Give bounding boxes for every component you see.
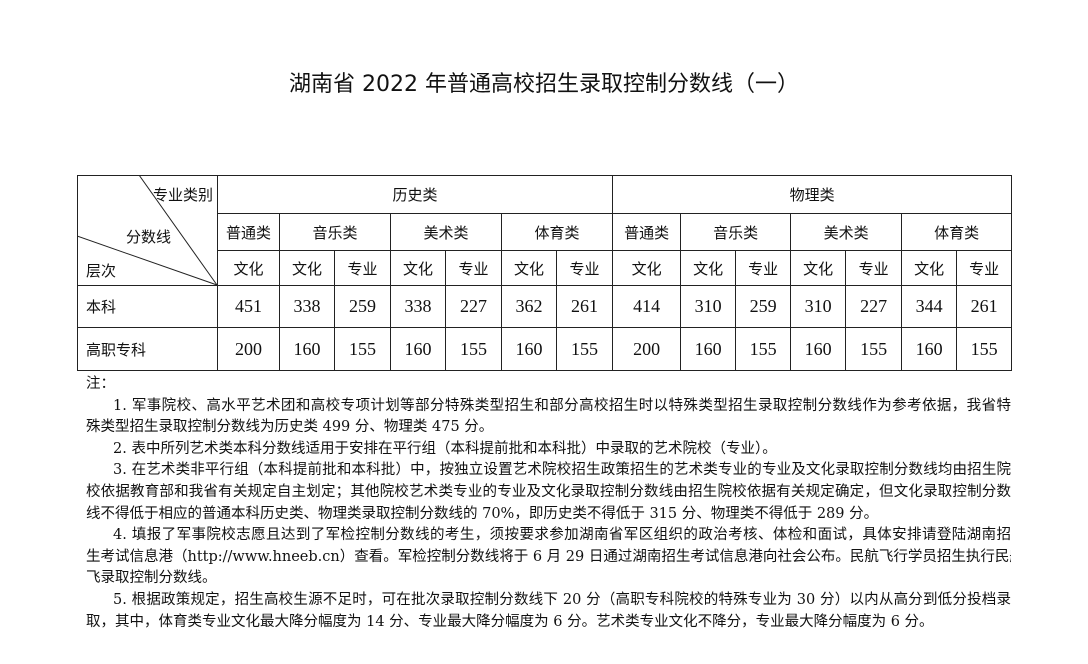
note-line: 取，其中，体育类专业文化最大降分幅度为 14 分、专业最大降分幅度为 6 分。艺… — [86, 613, 934, 630]
category-header: 音乐类 — [279, 213, 391, 251]
subheader: 专业 — [956, 250, 1013, 286]
score-cell: 414 — [612, 285, 682, 328]
row-label: 高职专科 — [77, 327, 218, 371]
note-line: 5. 根据政策规定，招生高校生源不足时，可在批次录取控制分数线下 20 分（高职… — [113, 591, 1011, 608]
group-header: 历史类 — [216, 175, 614, 214]
note-line: 2. 表中所列艺术类本科分数线适用于安排在平行组（本科提前批和本科批）中录取的艺… — [113, 440, 777, 457]
score-cell: 155 — [956, 327, 1013, 371]
score-cell: 362 — [501, 285, 557, 328]
score-cell: 160 — [901, 327, 958, 371]
subheader: 文化 — [501, 250, 557, 286]
score-cell: 200 — [612, 327, 682, 371]
note-line: 生考试信息港（http://www.hneeb.cn）查看。军检控制分数线将于 … — [86, 548, 1011, 565]
score-cell: 259 — [735, 285, 792, 328]
subheader: 文化 — [901, 250, 958, 286]
subheader: 文化 — [279, 250, 335, 286]
score-cell: 310 — [680, 285, 737, 328]
note-line: 4. 填报了军事院校志愿且达到了军检控制分数线的考生，须按要求参加湖南省军区组织… — [113, 527, 1011, 544]
category-header: 普通类 — [217, 213, 280, 251]
corner-bottom-label: 层次 — [86, 262, 117, 280]
subheader: 文化 — [217, 250, 280, 286]
category-header: 美术类 — [790, 213, 903, 251]
score-cell: 451 — [217, 285, 280, 328]
score-cell: 261 — [555, 285, 614, 328]
score-cell: 155 — [555, 327, 614, 371]
note-line: 3. 在艺术类非平行组（本科提前批和本科批）中，按独立设置艺术院校招生政策招生的… — [113, 462, 1011, 479]
score-cell: 338 — [279, 285, 335, 328]
subheader: 专业 — [555, 250, 614, 286]
subheader: 专业 — [445, 250, 502, 286]
subheader: 文化 — [680, 250, 737, 286]
group-header: 物理类 — [612, 175, 1013, 214]
page-title: 湖南省 2022 年普通高校招生录取控制分数线（一） — [289, 72, 799, 97]
note-line: 校依据教育部和我省有关规定自主划定；其他院校艺术类专业的专业及文化录取控制分数线… — [86, 483, 1011, 500]
score-cell: 227 — [845, 285, 903, 328]
subheader: 专业 — [845, 250, 903, 286]
note-line: 飞录取控制分数线。 — [86, 570, 217, 587]
category-header: 音乐类 — [680, 213, 792, 251]
row-label: 本科 — [77, 285, 218, 328]
score-cell: 160 — [680, 327, 737, 371]
subheader: 专业 — [334, 250, 391, 286]
subheader: 文化 — [390, 250, 446, 286]
subheader: 文化 — [612, 250, 682, 286]
notes: 注： 1. 军事院校、高水平艺术团和高校专项计划等部分特殊类型招生和部分高校招生… — [86, 374, 1011, 633]
category-header: 美术类 — [390, 213, 502, 251]
note-line: 线不得低于相应的普通本科历史类、物理类录取控制分数线的 70%，即历史类不得低于… — [86, 505, 879, 522]
notes-heading: 注： — [86, 376, 115, 392]
score-cell: 160 — [279, 327, 335, 371]
category-header: 体育类 — [901, 213, 1013, 251]
score-cell: 227 — [445, 285, 502, 328]
score-cell: 310 — [790, 285, 847, 328]
subheader: 专业 — [735, 250, 792, 286]
score-cell: 259 — [334, 285, 391, 328]
note-line: 1. 军事院校、高水平艺术团和高校专项计划等部分特殊类型招生和部分高校招生时以特… — [113, 397, 1011, 414]
score-cell: 155 — [334, 327, 391, 371]
corner-middle-label: 分数线 — [126, 228, 172, 246]
score-table: 专业类别 分数线 层次 历史类 物理类 普通类 音乐类 美术类 体育类 普通类 音乐类 美术… — [77, 175, 1013, 371]
score-cell: 155 — [735, 327, 792, 371]
corner-top-label: 专业类别 — [153, 186, 214, 204]
score-cell: 160 — [390, 327, 446, 371]
score-cell: 261 — [956, 285, 1013, 328]
score-cell: 160 — [501, 327, 557, 371]
category-header: 普通类 — [612, 213, 682, 251]
score-cell: 160 — [790, 327, 847, 371]
category-header: 体育类 — [500, 213, 614, 251]
subheader: 文化 — [790, 250, 847, 286]
score-cell: 155 — [845, 327, 903, 371]
score-cell: 155 — [445, 327, 502, 371]
score-cell: 200 — [217, 327, 280, 371]
corner-header: 专业类别 分数线 层次 — [77, 175, 218, 286]
score-cell: 344 — [901, 285, 958, 328]
score-cell: 338 — [390, 285, 446, 328]
note-line: 殊类型招生录取控制分数线为历史类 499 分、物理类 475 分。 — [86, 419, 494, 436]
